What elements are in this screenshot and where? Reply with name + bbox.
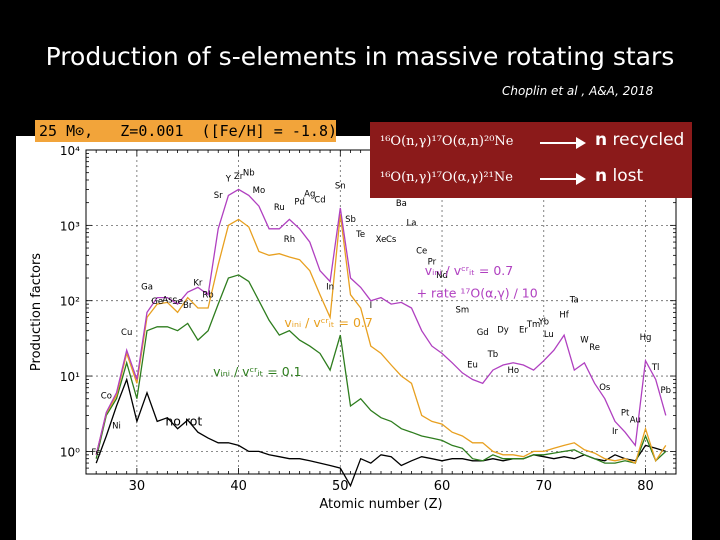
element-label: Nb	[243, 168, 255, 178]
arrow-head-icon	[576, 137, 586, 149]
slide-title: Production of s-elements in massive rota…	[45, 42, 675, 71]
element-label: Sb	[345, 215, 356, 225]
element-label: I	[370, 301, 373, 311]
element-label: Hg	[640, 333, 652, 343]
element-label: Tl	[651, 363, 660, 373]
reaction-equation: ¹⁶O(n,γ)¹⁷O(α,γ)²¹Ne	[380, 170, 513, 185]
y-tick-label: 10²	[60, 295, 80, 309]
series-label: no rot	[165, 414, 202, 429]
x-axis-label: Atomic number (Z)	[319, 497, 442, 512]
element-label: Ge	[151, 297, 163, 307]
series-labels: vᵢₙᵢ / vᶜʳᵢₜ = 0.1 vᵢₙᵢ / vᶜʳᵢₜ = 0.7 vᵢₙᵢ…	[165, 263, 537, 429]
y-tick-label: 10⁴	[60, 144, 80, 158]
arrow-icon	[540, 178, 580, 180]
element-label: Au	[630, 416, 641, 426]
axes: 30 40 50 60 70 80 10⁰ 10¹ 10² 10³ 10⁴ Atomic number…	[29, 144, 677, 512]
element-label: Y	[225, 175, 232, 185]
y-axis-label: Production factors	[29, 253, 44, 371]
element-label: Rh	[284, 235, 295, 245]
plot-panel: Fe Co Ni Cu Ga Ge As Se Br Kr Rb Sr Y Zr Nb Mo Ru Rh Pd Ag C…	[16, 136, 692, 540]
y-tick-label: 10¹	[60, 370, 80, 384]
element-label: Cd	[314, 196, 325, 206]
element-label: Ir	[612, 427, 619, 437]
x-tick-label: 40	[230, 479, 247, 494]
element-label: Gd	[477, 328, 489, 338]
element-label: Eu	[467, 360, 478, 370]
element-label: Sm	[456, 305, 470, 315]
element-label: Pb	[661, 386, 672, 396]
x-tick-label: 50	[332, 479, 349, 494]
element-label: Pd	[294, 197, 305, 207]
element-label: Se	[172, 297, 183, 307]
series-label: vᵢₙᵢ / vᶜʳᵢₜ = 0.7	[284, 315, 372, 330]
element-label: Tb	[487, 350, 499, 360]
element-label: Lu	[544, 330, 554, 340]
element-label: Kr	[193, 278, 203, 288]
x-tick-label: 80	[637, 479, 654, 494]
element-label: Cs	[386, 235, 397, 245]
y-tick-label: 10³	[60, 219, 80, 233]
reaction-result: n recycled	[595, 130, 685, 150]
element-label: La	[407, 218, 417, 228]
element-label: In	[326, 283, 334, 293]
reaction-result: n lost	[595, 166, 644, 186]
element-label: Ta	[569, 295, 579, 305]
element-label: Rb	[202, 291, 213, 301]
arrow-head-icon	[576, 173, 586, 185]
element-label: Co	[101, 392, 112, 402]
element-label: Pr	[428, 258, 437, 268]
arrow-icon	[540, 142, 580, 144]
series-line	[95, 214, 667, 464]
series-label: vᵢₙᵢ / vᶜʳᵢₜ = 0.7	[425, 263, 513, 278]
element-label: Br	[183, 301, 193, 311]
element-label: Ba	[396, 199, 407, 209]
series-line	[95, 274, 667, 464]
element-label: W	[580, 335, 589, 345]
element-label: Sn	[335, 181, 346, 191]
element-label: As	[162, 295, 173, 305]
series-label: vᵢₙᵢ / vᶜʳᵢₜ = 0.1	[213, 364, 301, 379]
reaction-box: ¹⁶O(n,γ)¹⁷O(α,n)²⁰Ne n recycled ¹⁶O(n,γ)…	[370, 122, 692, 198]
x-tick-label: 30	[129, 479, 146, 494]
model-label: 25 M⊙, Z=0.001 ([Fe/H] = -1.8)	[35, 120, 337, 142]
element-label: Cu	[121, 328, 132, 338]
element-label: Ag	[304, 190, 315, 200]
element-label: Tm	[526, 320, 540, 330]
element-label: Ho	[507, 366, 519, 376]
element-label: Zr	[234, 172, 244, 182]
citation: Choplin et al , A&A, 2018	[502, 84, 654, 98]
element-label: Ru	[274, 203, 285, 213]
y-tick-label: 10⁰	[60, 445, 80, 459]
element-label: Dy	[497, 325, 509, 335]
element-label: Sr	[214, 191, 223, 201]
series-line	[95, 188, 667, 455]
reaction-equation: ¹⁶O(n,γ)¹⁷O(α,n)²⁰Ne	[380, 134, 514, 149]
element-label: Os	[599, 383, 611, 393]
element-label: Xe	[376, 235, 387, 245]
element-label: Pt	[621, 408, 630, 418]
series-line	[95, 377, 666, 488]
element-label: Nd	[436, 271, 448, 281]
element-label: Ga	[141, 283, 153, 293]
element-label: Te	[355, 230, 365, 240]
element-label: Mo	[253, 186, 266, 196]
element-label: Hf	[559, 310, 569, 320]
element-label: Er	[519, 325, 528, 335]
series-label: + rate ¹⁷O(α,γ) / 10	[417, 286, 538, 301]
x-tick-label: 60	[434, 479, 451, 494]
element-label: Ce	[416, 247, 427, 257]
element-label: Yb	[537, 318, 549, 328]
series-lines	[95, 188, 667, 488]
x-tick-label: 70	[535, 479, 552, 494]
element-label: Ni	[112, 422, 121, 432]
element-label: Fe	[91, 448, 101, 458]
element-label: Re	[589, 343, 600, 353]
